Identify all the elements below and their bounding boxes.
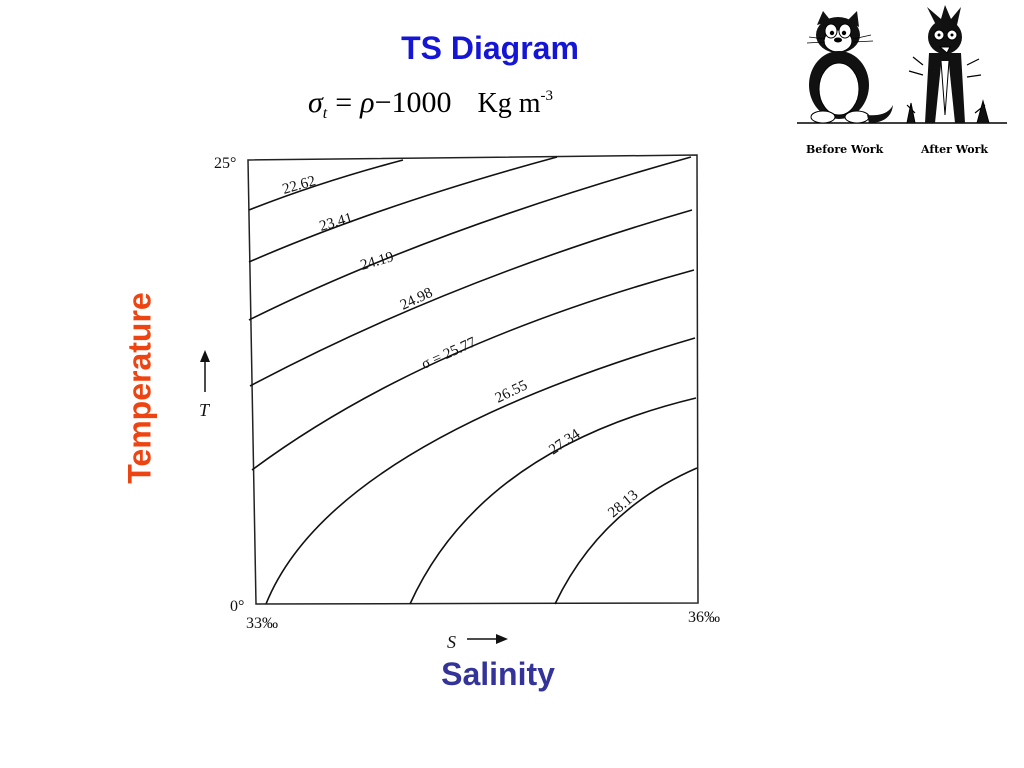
salinity-right-label: 36‰ <box>688 609 720 626</box>
contour-label-22.62: 22.62 <box>281 173 318 198</box>
after-work-cat-icon <box>906 5 990 124</box>
formula-rho: ρ <box>360 86 375 119</box>
before-after-cats-illustration <box>797 5 1007 124</box>
contour-line-23.41 <box>248 156 558 263</box>
formula-equals: = <box>335 86 353 119</box>
contour-label-27.34: 27.34 <box>546 426 583 458</box>
salinity-left-label: 33‰ <box>246 615 278 632</box>
temperature-top-label: 25° <box>214 155 236 172</box>
formula-constant: 1000 <box>391 86 452 119</box>
salinity-axis-label: Salinity <box>441 656 555 692</box>
contour-line-24.19 <box>248 156 692 321</box>
sigma-t-formula: σt = ρ−1000 Kg m-3 <box>308 86 553 123</box>
contour-line-24.98 <box>249 209 693 387</box>
contour-label-25.77: σ = 25.77 <box>419 334 479 372</box>
temperature-bottom-label: 0° <box>230 598 244 615</box>
after-work-caption: After Work <box>921 143 988 156</box>
t-axis-symbol: T <box>199 400 211 420</box>
formula-subscript: t <box>322 105 328 122</box>
contour-line-28.13 <box>554 467 698 605</box>
contour-label-26.55: 26.55 <box>493 377 530 406</box>
before-work-cat-icon <box>806 11 893 124</box>
formula-sigma: σ <box>308 86 323 119</box>
s-arrow-head-icon <box>496 634 508 644</box>
plot-frame <box>247 154 699 605</box>
s-axis-symbol: S <box>447 632 456 652</box>
contour-label-24.98: 24.98 <box>398 285 435 314</box>
contour-line-27.34 <box>409 397 697 605</box>
contour-label-24.19: 24.19 <box>359 249 396 274</box>
formula-unit-exponent: -3 <box>540 88 554 104</box>
t-arrow-head-icon <box>200 350 210 362</box>
before-work-caption: Before Work <box>806 143 884 156</box>
contour-line-25.77 <box>251 269 695 471</box>
formula-unit: Kg m <box>477 88 541 119</box>
contour-line-22.62 <box>248 159 404 211</box>
contour-line-26.55 <box>265 337 696 605</box>
contour-label-23.41: 23.41 <box>318 210 355 235</box>
slide-title: TS Diagram <box>401 30 579 66</box>
formula-minus: − <box>374 86 392 119</box>
